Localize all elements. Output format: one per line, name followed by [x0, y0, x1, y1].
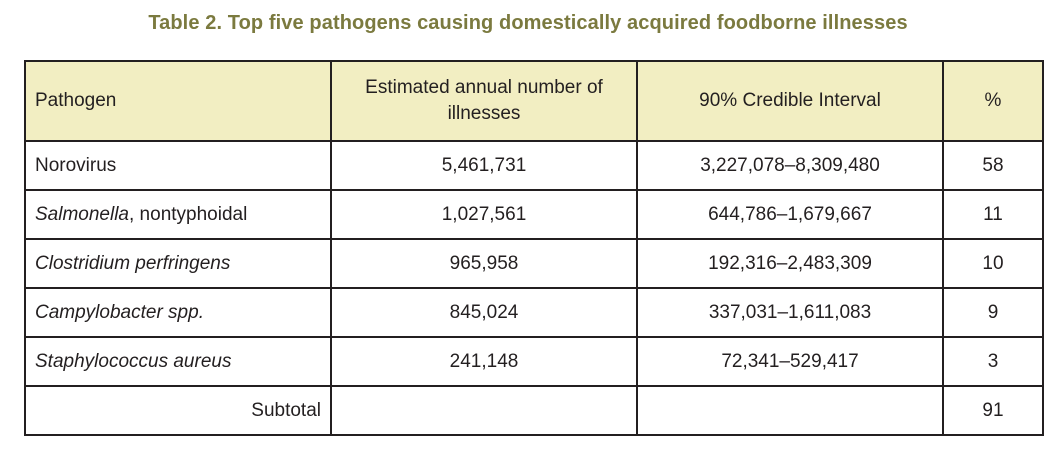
subtotal-label: Subtotal [24, 385, 332, 436]
column-header-pathogen: Pathogen [24, 60, 332, 142]
percent-cell: 3 [942, 336, 1044, 387]
percent-cell: 9 [942, 287, 1044, 338]
table-row: Norovirus 5,461,731 3,227,078–8,309,480 … [24, 140, 1044, 191]
annual-illnesses-cell: 965,958 [330, 238, 638, 289]
table-header-row: Pathogen Estimated annual number of illn… [24, 60, 1044, 142]
pathogen-name-italic: Clostridium perfringens [35, 252, 231, 274]
credible-interval-cell: 3,227,078–8,309,480 [636, 140, 944, 191]
credible-interval-cell: 644,786–1,679,667 [636, 189, 944, 240]
column-header-annual-illnesses: Estimated annual number of illnesses [330, 60, 638, 142]
pathogen-cell: Staphylococcus aureus [24, 336, 332, 387]
table-row: Clostridium perfringens 965,958 192,316–… [24, 238, 1044, 289]
pathogen-cell: Clostridium perfringens [24, 238, 332, 289]
pathogen-name-italic: Salmonella [35, 203, 129, 225]
table-title: Table 2. Top five pathogens causing dome… [148, 12, 908, 34]
pathogen-cell: Campylobacter spp. [24, 287, 332, 338]
annual-illnesses-cell: 1,027,561 [330, 189, 638, 240]
subtotal-row: Subtotal 91 [24, 385, 1044, 436]
credible-interval-cell: 337,031–1,611,083 [636, 287, 944, 338]
table-row: Salmonella, nontyphoidal 1,027,561 644,7… [24, 189, 1044, 240]
pathogen-name-italic: Staphylococcus aureus [35, 350, 232, 372]
column-header-percent: % [942, 60, 1044, 142]
annual-illnesses-cell: 5,461,731 [330, 140, 638, 191]
table-row: Staphylococcus aureus 241,148 72,341–529… [24, 336, 1044, 387]
annual-illnesses-cell: 845,024 [330, 287, 638, 338]
percent-cell: 11 [942, 189, 1044, 240]
credible-interval-cell: 192,316–2,483,309 [636, 238, 944, 289]
subtotal-annual-cell [330, 385, 638, 436]
pathogen-name: , nontyphoidal [129, 203, 248, 225]
pathogen-name: Norovirus [35, 154, 117, 176]
pathogen-table: Pathogen Estimated annual number of illn… [24, 60, 1044, 436]
subtotal-interval-cell [636, 385, 944, 436]
subtotal-percent-cell: 91 [942, 385, 1044, 436]
annual-illnesses-cell: 241,148 [330, 336, 638, 387]
pathogen-cell: Salmonella, nontyphoidal [24, 189, 332, 240]
table-row: Campylobacter spp. 845,024 337,031–1,611… [24, 287, 1044, 338]
percent-cell: 58 [942, 140, 1044, 191]
column-header-credible-interval: 90% Credible Interval [636, 60, 944, 142]
credible-interval-cell: 72,341–529,417 [636, 336, 944, 387]
pathogen-cell: Norovirus [24, 140, 332, 191]
pathogen-name-italic: Campylobacter spp. [35, 301, 204, 323]
percent-cell: 10 [942, 238, 1044, 289]
